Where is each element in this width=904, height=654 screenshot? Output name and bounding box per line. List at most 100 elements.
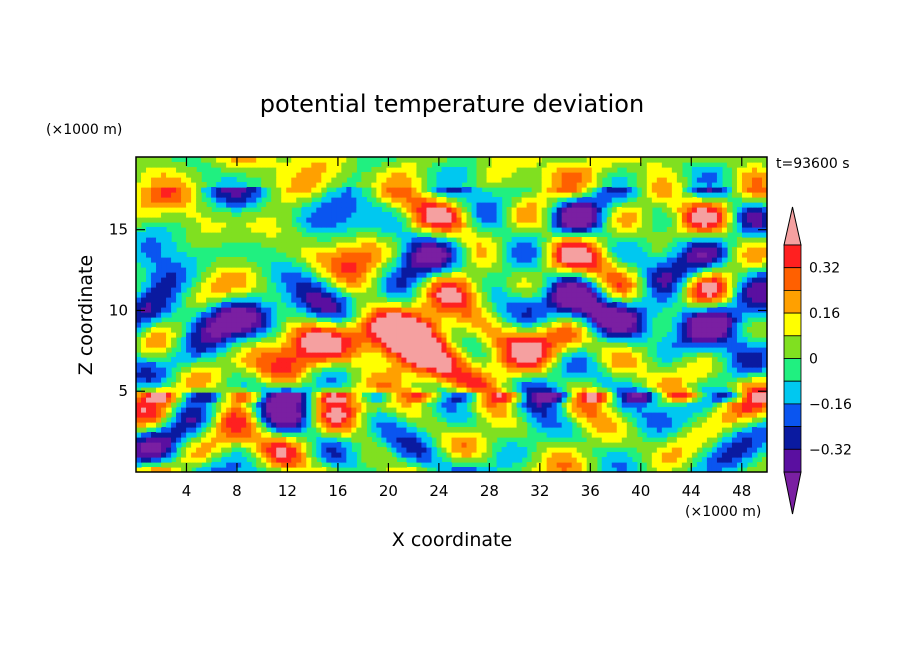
field-cell bbox=[601, 427, 608, 433]
field-cell bbox=[331, 457, 337, 463]
field-cell bbox=[686, 332, 693, 338]
field-cell bbox=[256, 427, 262, 433]
field-cell bbox=[211, 372, 217, 378]
field-cell bbox=[286, 462, 292, 468]
field-cell bbox=[566, 462, 573, 468]
field-cell bbox=[481, 397, 488, 403]
field-cell bbox=[731, 412, 738, 418]
field-cell bbox=[296, 252, 302, 258]
field-cell bbox=[181, 467, 187, 472]
field-cell bbox=[736, 307, 743, 313]
field-cell bbox=[446, 412, 453, 418]
field-cell bbox=[656, 382, 663, 388]
field-cell bbox=[761, 272, 767, 278]
field-cell bbox=[621, 262, 628, 268]
field-cell bbox=[461, 452, 468, 458]
field-cell bbox=[721, 242, 728, 248]
field-cell bbox=[406, 307, 413, 313]
field-cell bbox=[476, 257, 483, 263]
field-cell bbox=[166, 302, 172, 308]
field-cell bbox=[516, 297, 523, 303]
field-cell bbox=[146, 257, 152, 263]
field-cell bbox=[371, 332, 377, 338]
field-cell bbox=[651, 467, 658, 472]
field-cell bbox=[586, 307, 593, 313]
field-cell bbox=[221, 402, 227, 408]
field-cell bbox=[666, 417, 673, 423]
field-cell bbox=[386, 377, 393, 383]
field-cell bbox=[161, 402, 167, 408]
field-cell bbox=[226, 412, 232, 418]
field-cell bbox=[411, 327, 418, 333]
field-cell bbox=[536, 357, 543, 363]
field-cell bbox=[231, 412, 237, 418]
field-cell bbox=[146, 272, 152, 278]
field-cell bbox=[366, 447, 372, 453]
field-cell bbox=[346, 432, 352, 438]
field-cell bbox=[531, 412, 538, 418]
field-cell bbox=[546, 252, 553, 258]
field-cell bbox=[416, 387, 423, 393]
field-cell bbox=[186, 297, 192, 303]
field-cell bbox=[706, 362, 713, 368]
field-cell bbox=[706, 242, 713, 248]
field-cell bbox=[486, 407, 493, 413]
field-cell bbox=[316, 437, 322, 443]
field-cell bbox=[236, 262, 242, 268]
field-cell bbox=[376, 427, 382, 433]
field-cell bbox=[336, 282, 342, 288]
field-cell bbox=[221, 417, 227, 423]
field-cell bbox=[206, 417, 212, 423]
field-cell bbox=[646, 422, 653, 428]
field-cell bbox=[206, 367, 212, 373]
field-cell bbox=[476, 247, 483, 253]
field-cell bbox=[376, 467, 382, 472]
field-cell bbox=[516, 277, 523, 283]
field-cell bbox=[426, 452, 433, 458]
field-cell bbox=[716, 362, 723, 368]
field-cell bbox=[611, 282, 618, 288]
field-cell bbox=[246, 402, 252, 408]
field-cell bbox=[436, 377, 443, 383]
field-cell bbox=[356, 387, 362, 393]
field-cell bbox=[201, 237, 207, 243]
field-cell bbox=[206, 452, 212, 458]
field-cell bbox=[516, 362, 523, 368]
field-cell bbox=[426, 302, 433, 308]
field-cell bbox=[641, 262, 648, 268]
field-cell bbox=[506, 387, 513, 393]
field-cell bbox=[141, 362, 147, 368]
field-cell bbox=[161, 272, 167, 278]
field-cell bbox=[216, 267, 222, 273]
field-cell bbox=[366, 457, 372, 463]
field-cell bbox=[376, 272, 382, 278]
field-cell bbox=[271, 422, 277, 428]
field-cell bbox=[416, 262, 423, 268]
field-cell bbox=[526, 392, 533, 398]
field-cell bbox=[621, 457, 628, 463]
field-cell bbox=[481, 362, 488, 368]
field-cell bbox=[506, 417, 513, 423]
field-cell bbox=[556, 327, 563, 333]
field-cell bbox=[471, 332, 478, 338]
field-cell bbox=[406, 247, 413, 253]
field-cell bbox=[296, 422, 302, 428]
field-cell bbox=[331, 297, 337, 303]
field-cell bbox=[386, 287, 393, 293]
field-cell bbox=[501, 292, 508, 298]
field-cell bbox=[571, 342, 578, 348]
field-cell bbox=[636, 352, 643, 358]
field-cell bbox=[746, 242, 753, 248]
field-cell bbox=[171, 442, 177, 448]
field-cell bbox=[296, 367, 302, 373]
field-cell bbox=[371, 417, 377, 423]
field-cell bbox=[711, 347, 718, 353]
field-cell bbox=[641, 347, 648, 353]
field-cell bbox=[381, 437, 387, 443]
field-cell bbox=[406, 387, 413, 393]
field-cell bbox=[481, 342, 488, 348]
field-cell bbox=[346, 267, 352, 273]
field-cell bbox=[326, 447, 332, 453]
field-cell bbox=[671, 367, 678, 373]
